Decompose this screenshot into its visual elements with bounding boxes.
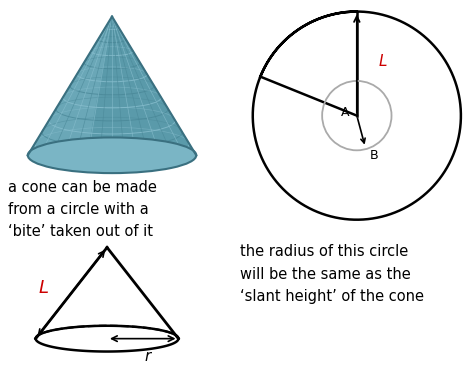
Text: L: L (38, 279, 49, 297)
Text: A: A (341, 106, 349, 119)
Polygon shape (28, 16, 112, 155)
Text: L: L (379, 54, 387, 69)
Text: r: r (145, 349, 151, 363)
Ellipse shape (28, 137, 196, 173)
Text: a cone can be made
from a circle with a
‘bite’ taken out of it: a cone can be made from a circle with a … (8, 180, 157, 240)
Text: B: B (370, 149, 379, 162)
Polygon shape (28, 16, 196, 155)
Text: the radius of this circle
will be the same as the
‘slant height’ of the cone: the radius of this circle will be the sa… (240, 244, 424, 304)
